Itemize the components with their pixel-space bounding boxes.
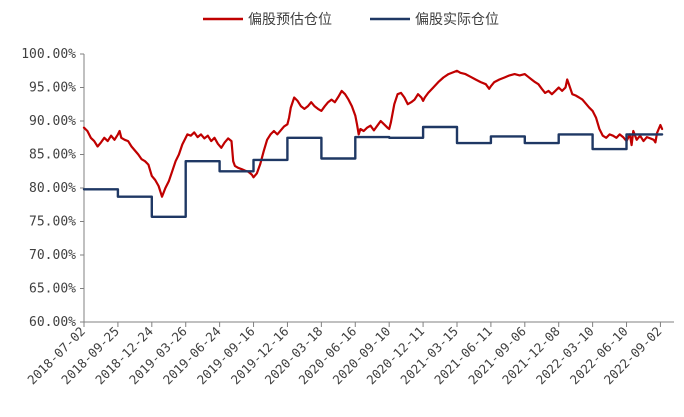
- x-axis-ticks: 2018-07-022018-09-252018-12-242019-03-26…: [24, 322, 665, 387]
- y-tick-label: 75.00%: [29, 215, 76, 230]
- y-tick-label: 80.00%: [29, 181, 76, 196]
- y-tick-label: 95.00%: [29, 81, 76, 96]
- series-line-actual: [82, 125, 664, 218]
- y-tick-label: 100.00%: [21, 47, 76, 62]
- y-tick-label: 60.00%: [29, 315, 76, 330]
- y-tick-label: 65.00%: [29, 282, 76, 297]
- series-layer: [82, 69, 664, 218]
- y-axis-ticks: 100.00% 95.00% 90.00% 85.00% 80.00% 75.00% 70.…: [21, 47, 84, 330]
- y-tick-label: 70.00%: [29, 248, 76, 263]
- legend-label-estimated: 偏股预估仓位: [248, 12, 332, 28]
- series-line-estimated: [82, 69, 664, 198]
- y-tick-label: 90.00%: [29, 114, 76, 129]
- y-tick-label: 85.00%: [29, 148, 76, 163]
- legend: 偏股预估仓位 偏股实际仓位: [203, 12, 499, 28]
- legend-label-actual: 偏股实际仓位: [415, 12, 499, 28]
- axes: [83, 54, 674, 323]
